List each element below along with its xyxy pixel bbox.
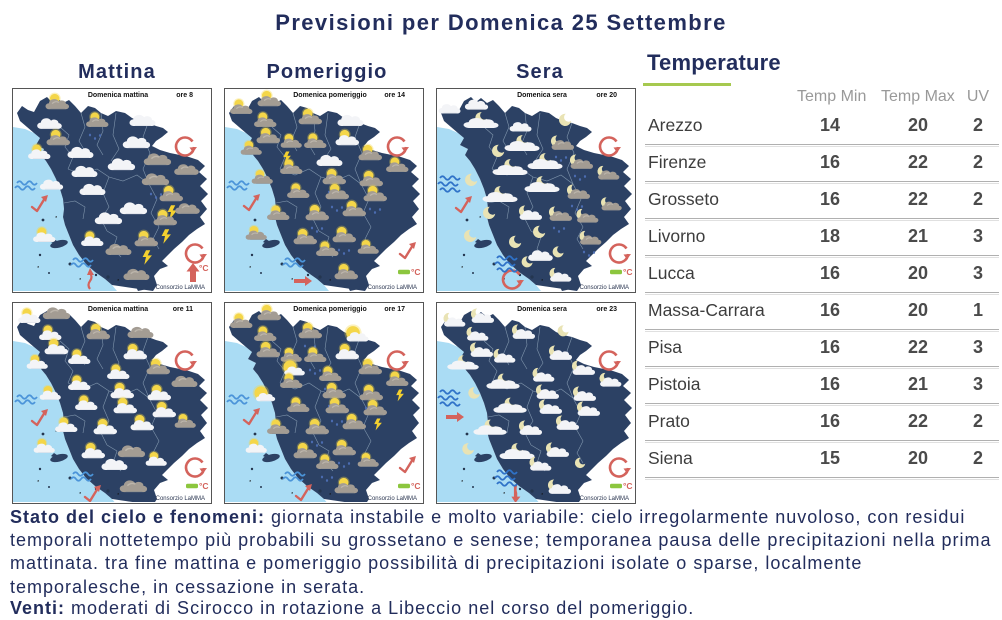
svg-text:°C: °C xyxy=(411,267,421,277)
svg-text:Consorzio LaMMA: Consorzio LaMMA xyxy=(156,496,205,502)
svg-text:°C: °C xyxy=(199,263,209,273)
svg-text:°C: °C xyxy=(411,481,421,491)
svg-text:Consorzio LaMMA: Consorzio LaMMA xyxy=(580,285,629,291)
svg-text:°C: °C xyxy=(623,481,633,491)
svg-text:Consorzio LaMMA: Consorzio LaMMA xyxy=(156,285,205,291)
svg-text:°C: °C xyxy=(199,481,209,491)
svg-text:Consorzio LaMMA: Consorzio LaMMA xyxy=(580,496,629,502)
svg-text:°C: °C xyxy=(623,267,633,277)
svg-text:Consorzio LaMMA: Consorzio LaMMA xyxy=(368,285,417,291)
svg-text:Consorzio LaMMA: Consorzio LaMMA xyxy=(368,496,417,502)
